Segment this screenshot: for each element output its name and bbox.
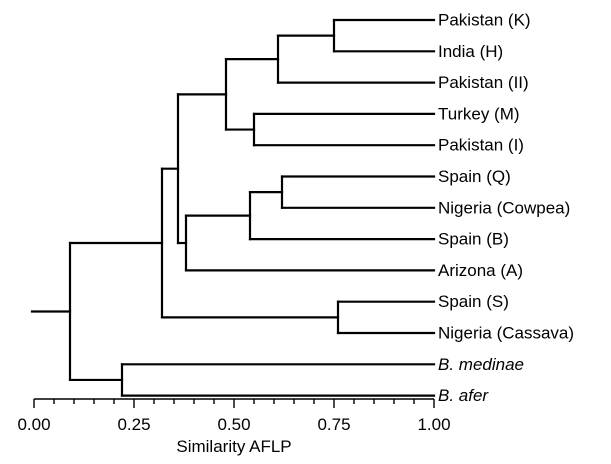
leaf-label-L11: Nigeria (Cassava) [438, 323, 574, 342]
leaf-label-L10: Spain (S) [438, 292, 509, 311]
leaf-label-L3: Pakistan (II) [438, 73, 529, 92]
leaf-label-L8: Spain (B) [438, 230, 509, 249]
tick-label-3: 0.75 [317, 415, 350, 434]
leaf-labels: Pakistan (K) India (H) Pakistan (II) Turkey… [438, 10, 574, 405]
leaf-label-L9: Arizona (A) [438, 261, 523, 280]
leaf-label-L1: Pakistan (K) [438, 10, 531, 29]
leaf-label-L2: India (H) [438, 42, 503, 61]
tick-label-4: 1.00 [417, 415, 450, 434]
leaf-label-L5: Pakistan (I) [438, 136, 524, 155]
leaf-label-L4: Turkey (M) [438, 104, 520, 123]
leaf-label-L7: Nigeria (Cowpea) [438, 198, 570, 217]
dendrogram-branches [30, 18, 436, 397]
axis-ticks [33, 399, 435, 408]
tick-label-1: 0.25 [117, 415, 150, 434]
leaf-label-L12: B. medinae [438, 355, 524, 374]
axis-title: Similarity AFLP [176, 437, 291, 456]
tick-label-0: 0.00 [17, 415, 50, 434]
axis-tick-labels: 0.00 0.25 0.50 0.75 1.00 [17, 415, 450, 434]
tick-label-2: 0.50 [217, 415, 250, 434]
similarity-axis: 0.00 0.25 0.50 0.75 1.00 Similarity AFLP [17, 398, 451, 456]
leaf-label-L6: Spain (Q) [438, 167, 511, 186]
leaf-label-L13: B. afer [438, 386, 489, 405]
